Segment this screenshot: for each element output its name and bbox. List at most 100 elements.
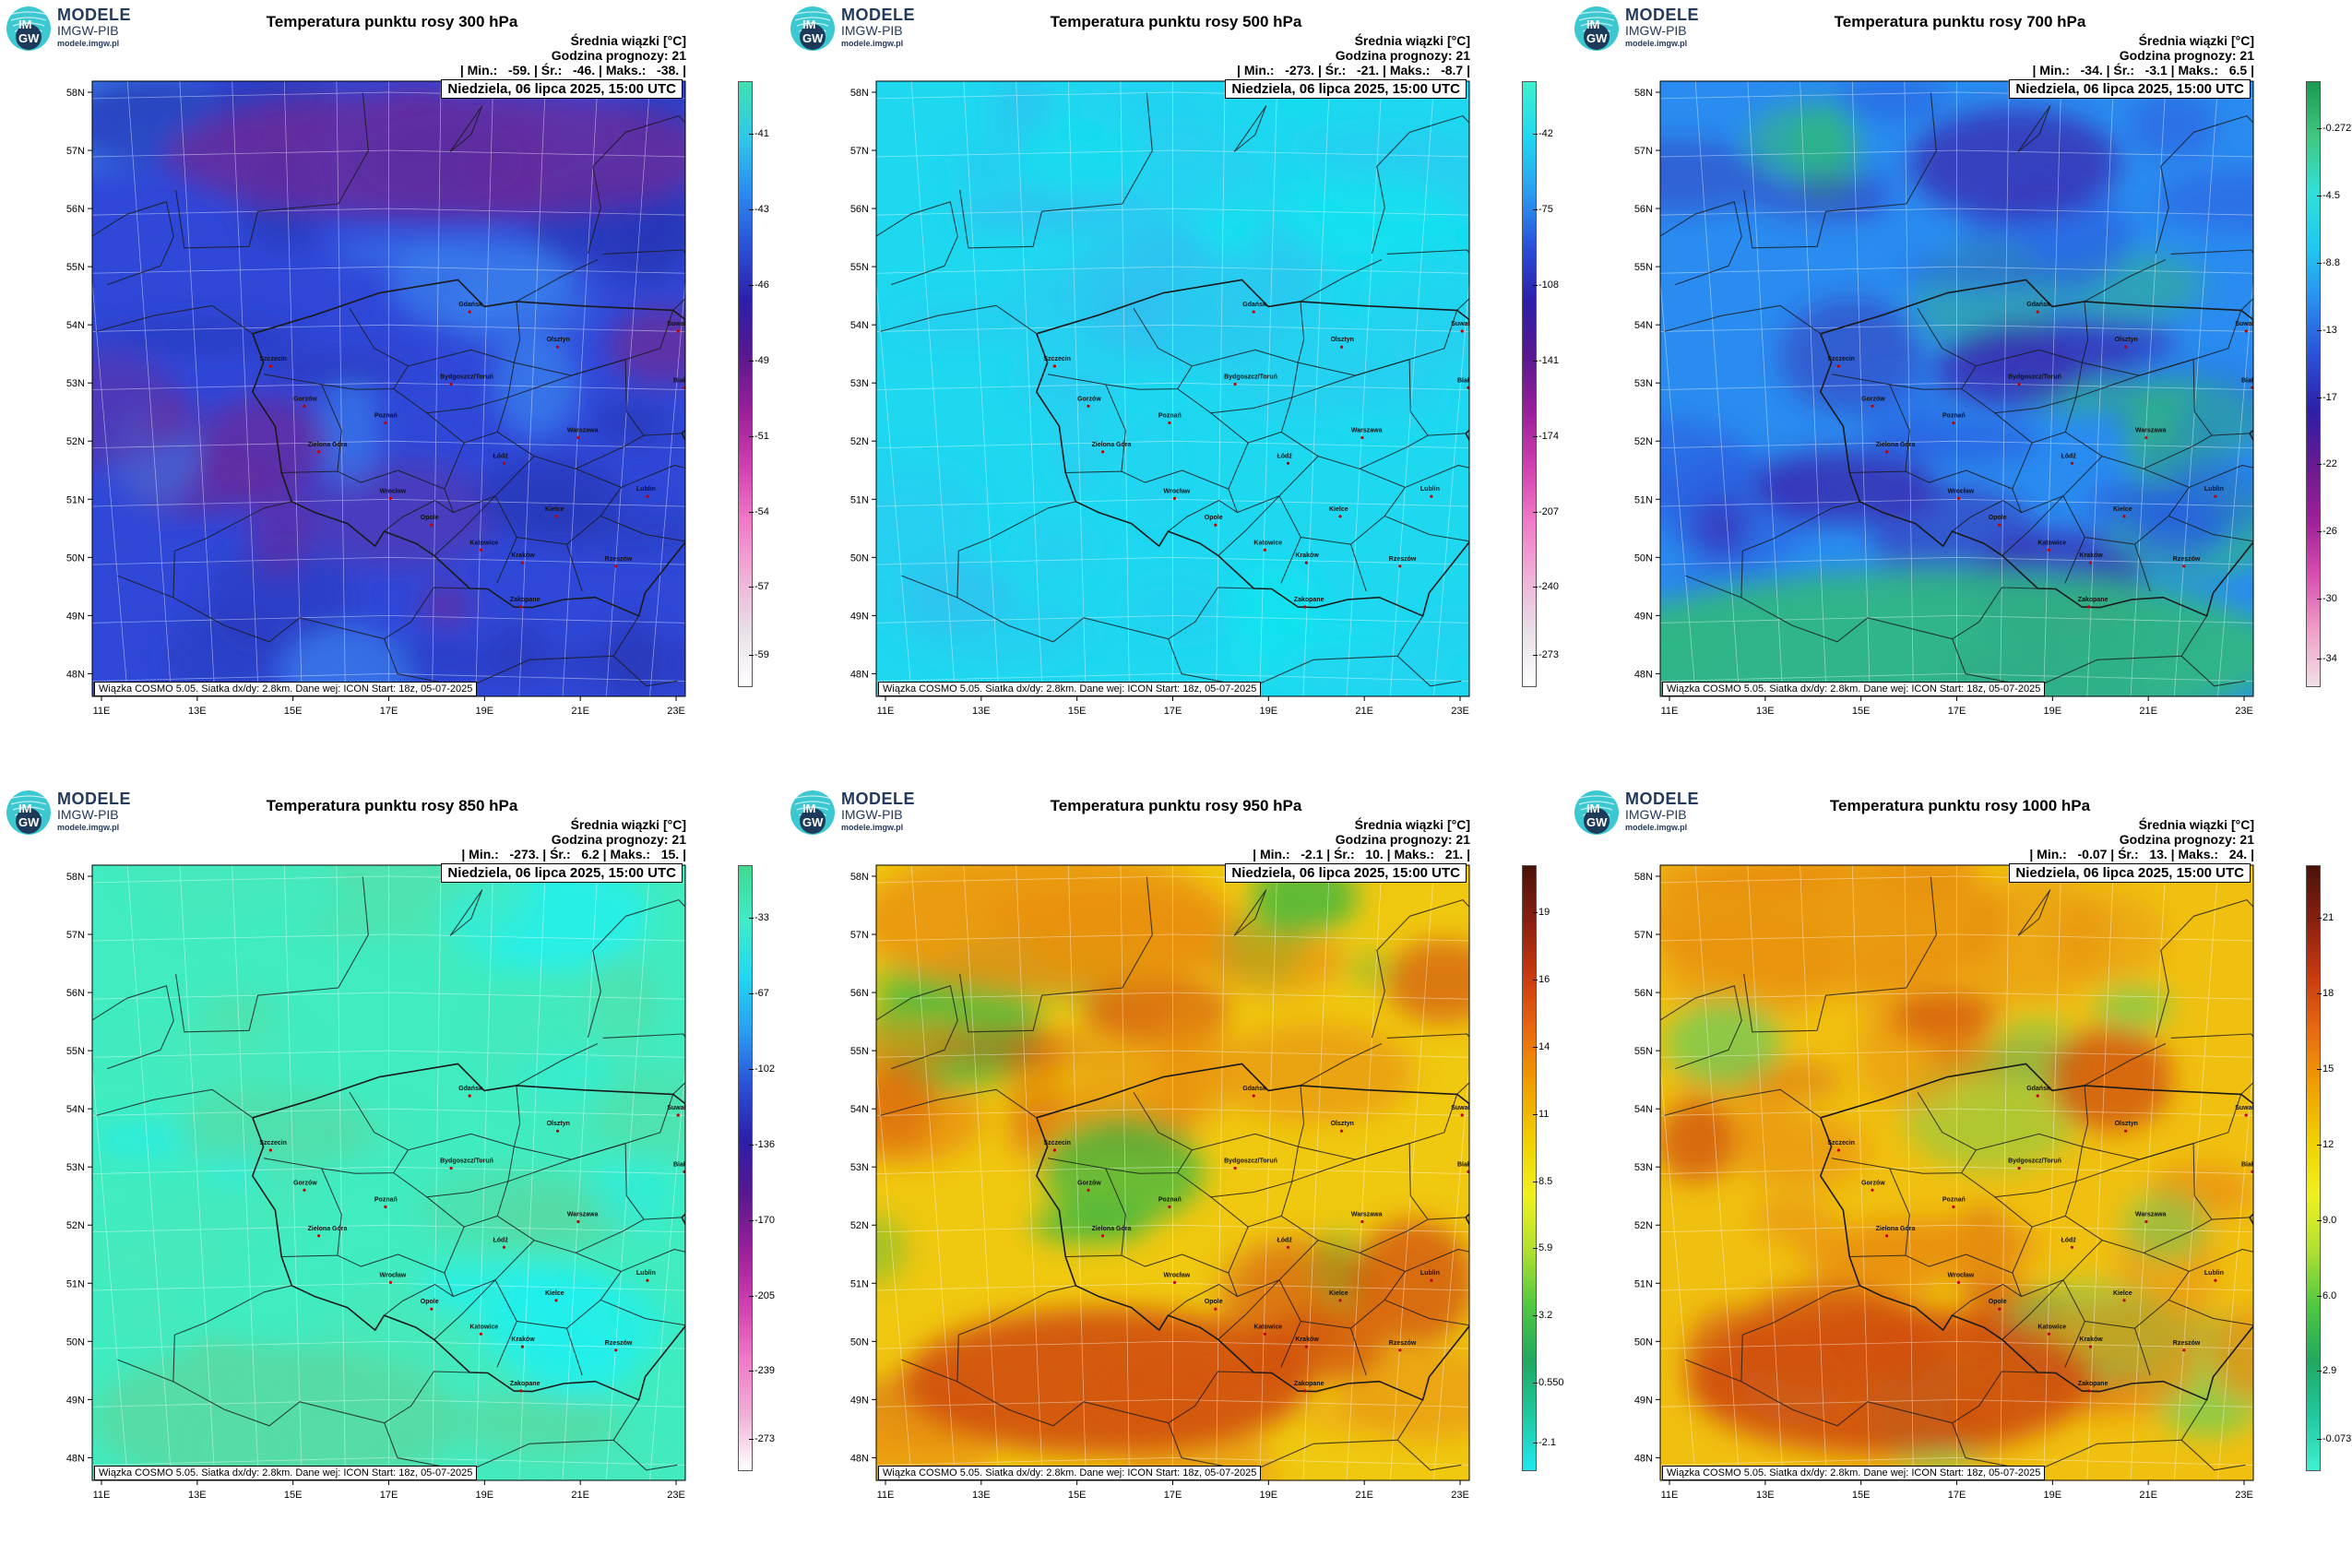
lat-tick-label: 55N xyxy=(66,1046,85,1057)
city-label: Białystok xyxy=(673,377,702,384)
lat-tick-label: 48N xyxy=(850,1453,869,1464)
lat-tick-label: 48N xyxy=(1634,669,1653,680)
logo-text-bottom: GW xyxy=(18,815,40,829)
city-dot xyxy=(449,1166,453,1170)
city-label: Zakopane xyxy=(2078,597,2108,603)
model-info-footer: Wiązka COSMO 5.05. Siatka dx/dy: 2.8km. … xyxy=(94,1466,478,1480)
city-dot xyxy=(1304,1345,1308,1348)
forecast-hour: Godzina prognozy: 21 xyxy=(1335,832,1470,847)
city-label: Bydgoszcz/Toruń xyxy=(2008,374,2061,381)
imgw-logo-icon: IMGW xyxy=(1574,790,1619,835)
city-label: Zielona Góra xyxy=(1876,1226,1916,1232)
lon-tick-label: 11E xyxy=(1661,1490,1679,1501)
city-label: Opole xyxy=(1989,515,2007,521)
city-label: Suwałki xyxy=(2235,1105,2259,1111)
colorbar-tick-label: 19 xyxy=(1532,907,1550,918)
lon-tick-label: 19E xyxy=(476,706,494,717)
dewpoint-map: Gdańsk Olsztyn Suwałki Szczecin Białystok Byd… xyxy=(850,80,1470,717)
city-label: Szczecin xyxy=(259,356,287,362)
city-label: Poznań xyxy=(1942,1197,1966,1204)
lat-tick-label: 53N xyxy=(66,1162,85,1173)
forecast-panel: IM GW MODELE IMGW-PIB modele.imgw.pl Temperat… xyxy=(1568,0,2352,784)
city-label: Gdańsk xyxy=(2026,1086,2050,1092)
city-label: Lublin xyxy=(1420,486,1440,493)
colorbar xyxy=(1522,81,1537,687)
city-dot xyxy=(2144,435,2148,440)
colorbar-tick-label: -0.073 xyxy=(2316,1433,2352,1444)
city-dot xyxy=(2214,494,2217,498)
lat-tick-label: 56N xyxy=(1634,204,1653,215)
unit-label: Średnia wiązki [°C] xyxy=(2138,33,2254,48)
lat-tick-label: 52N xyxy=(66,1220,85,1231)
city-label: Olsztyn xyxy=(547,1121,570,1127)
lat-tick-label: 58N xyxy=(850,88,869,99)
city-dot xyxy=(1172,1280,1177,1284)
lon-tick-label: 23E xyxy=(667,706,685,717)
city-dot xyxy=(1252,1094,1255,1098)
city-label: Wrocław xyxy=(1164,1272,1191,1278)
poland-border xyxy=(252,279,685,617)
city-dot xyxy=(384,421,387,425)
lon-tick-label: 21E xyxy=(2139,706,2157,717)
dewpoint-map: Gdańsk Olsztyn Suwałki Szczecin Białystok Byd… xyxy=(850,864,1470,1501)
lat-tick-label: 48N xyxy=(1634,1453,1653,1464)
city-dot xyxy=(683,1170,685,1173)
city-dot xyxy=(1998,523,2002,527)
lat-tick-label: 50N xyxy=(1634,1336,1653,1348)
lon-tick-label: 13E xyxy=(1756,1490,1775,1501)
city-dot xyxy=(1087,1188,1090,1192)
model-info-footer: Wiązka COSMO 5.05. Siatka dx/dy: 2.8km. … xyxy=(878,682,1262,696)
city-dot xyxy=(1398,1348,1402,1352)
city-label: Olsztyn xyxy=(1331,1121,1354,1127)
city-dot xyxy=(268,364,272,368)
city-dot xyxy=(676,329,680,333)
lat-tick-label: 51N xyxy=(66,1278,85,1289)
city-label: Bydgoszcz/Toruń xyxy=(1224,374,1277,381)
city-label: Wrocław xyxy=(380,488,407,494)
forecast-hour: Godzina prognozy: 21 xyxy=(2119,832,2254,847)
city-label: Opole xyxy=(1205,515,1223,521)
colorbar-tick-label: -43 xyxy=(749,204,769,215)
lat-tick-label: 49N xyxy=(1634,611,1653,622)
city-dot xyxy=(1460,329,1464,333)
forecast-panel: IM GW MODELE IMGW-PIB modele.imgw.pl Temperat… xyxy=(1568,784,2352,1568)
lat-tick-label: 51N xyxy=(1634,494,1653,505)
lon-tick-label: 21E xyxy=(1355,1490,1373,1501)
lon-tick-label: 11E xyxy=(1661,706,1679,717)
city-dot xyxy=(479,1332,483,1336)
lat-tick-label: 52N xyxy=(66,436,85,447)
city-label: Rzeszów xyxy=(1389,1340,1417,1347)
city-dot xyxy=(2070,1245,2074,1249)
lat-tick-label: 48N xyxy=(66,669,85,680)
forecast-panel: IM GW MODELE IMGW-PIB modele.imgw.pl Temperat… xyxy=(0,784,784,1568)
city-label: Szczecin xyxy=(1827,1140,1855,1146)
forecast-date: Niedziela, 06 lipca 2025, 15:00 UTC xyxy=(441,79,683,99)
lat-tick-label: 56N xyxy=(850,204,869,215)
city-label: Bydgoszcz/Toruń xyxy=(440,374,493,381)
city-label: Zakopane xyxy=(2078,1381,2108,1387)
lat-tick-label: 49N xyxy=(1634,1395,1653,1406)
lon-tick-label: 19E xyxy=(1260,1490,1278,1501)
poland-border xyxy=(1036,1063,1469,1401)
lat-tick-label: 51N xyxy=(66,494,85,505)
colorbar-tick-label: 21 xyxy=(2316,912,2334,923)
city-dot xyxy=(2088,561,2092,564)
poland-border xyxy=(1820,279,2253,617)
city-label: Rzeszów xyxy=(1389,556,1417,563)
colorbar-tick-label: -30 xyxy=(2317,593,2337,604)
city-dot xyxy=(556,1129,560,1133)
city-dot xyxy=(2017,382,2021,386)
colorbar-tick-label: -33 xyxy=(749,912,769,923)
city-dot xyxy=(303,1188,306,1192)
colorbar-tick-label: -239 xyxy=(748,1365,776,1376)
city-dot xyxy=(683,386,685,389)
lat-tick-label: 48N xyxy=(850,669,869,680)
lon-tick-label: 23E xyxy=(1451,1490,1469,1501)
lon-tick-label: 23E xyxy=(1451,706,1469,717)
city-dot xyxy=(576,1219,580,1224)
city-label: Bydgoszcz/Toruń xyxy=(440,1158,493,1165)
city-dot xyxy=(554,515,558,518)
stats-summary: | Min.: -273. | Śr.: 6.2 | Maks.: 15. | xyxy=(461,847,686,861)
colorbar-tick-label: -59 xyxy=(749,649,769,660)
logo-text-top: IM xyxy=(802,18,815,31)
